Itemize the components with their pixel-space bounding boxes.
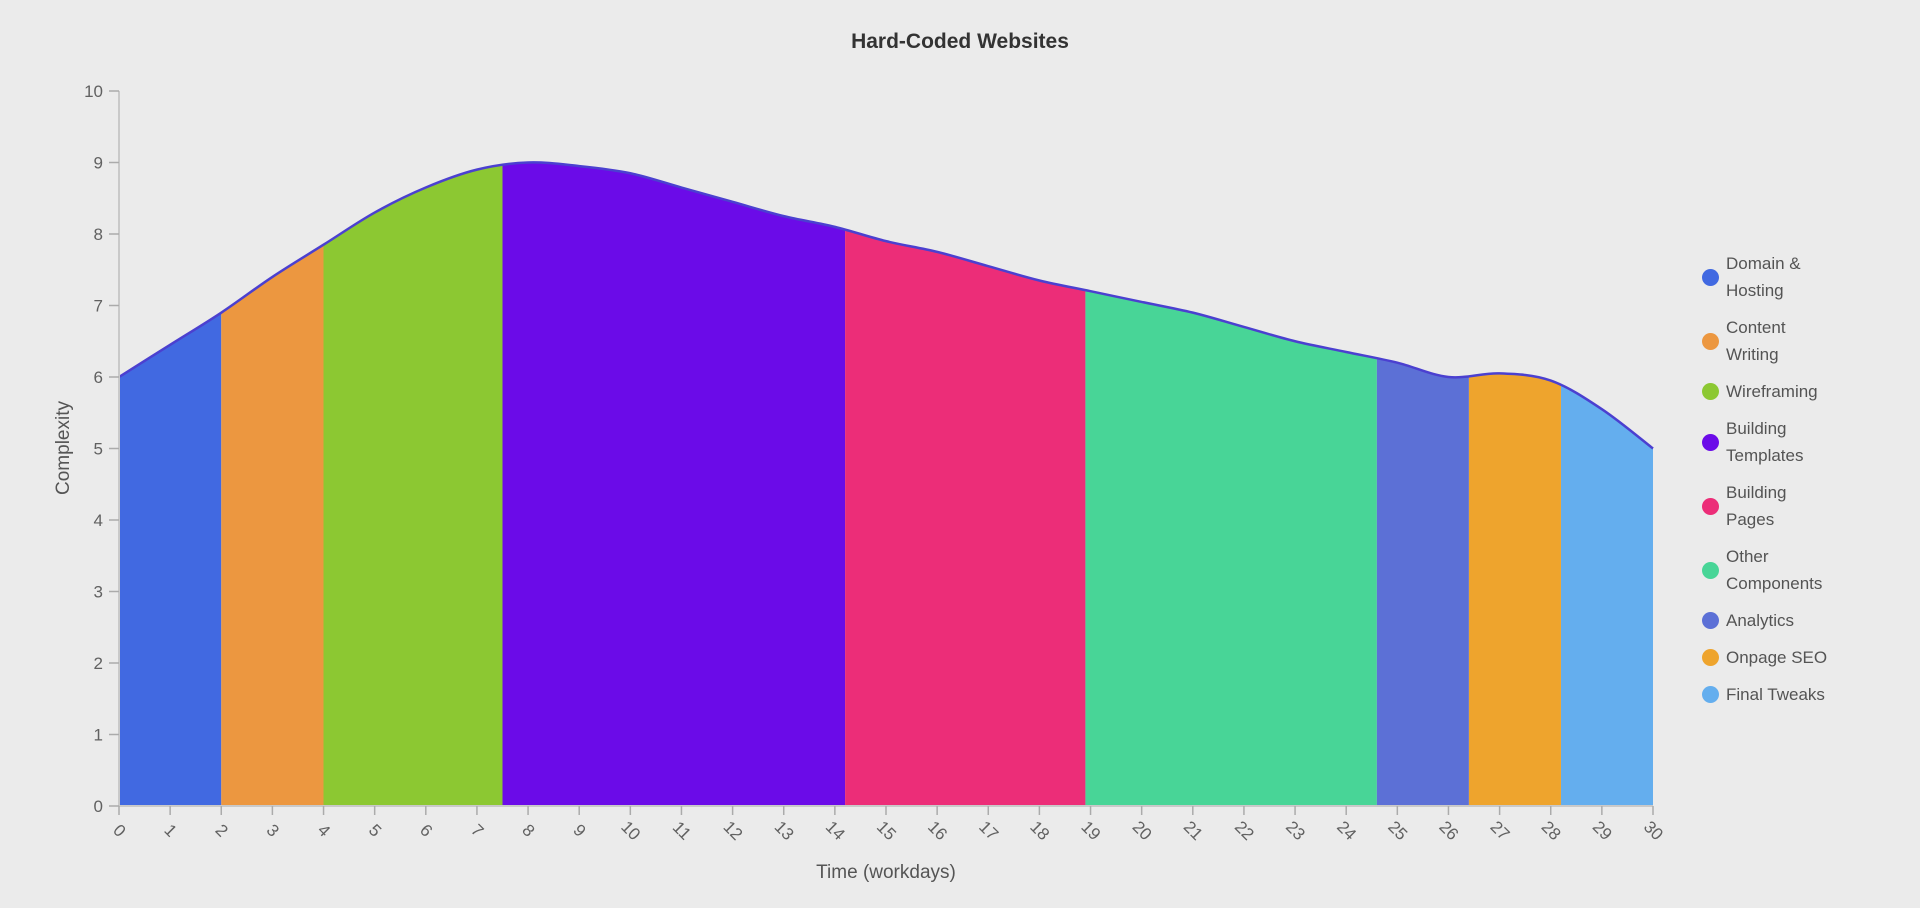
y-tick-label: 4 [94,511,103,530]
phase-area-onpage-seo [1468,373,1561,806]
y-tick-label: 3 [94,583,103,602]
phase-area-analytics [1376,358,1469,806]
x-tick-label: 26 [1435,817,1462,844]
x-tick-label: 7 [467,821,487,841]
y-tick-label: 8 [94,225,103,244]
legend-marker-icon [1702,332,1719,350]
y-axis-title: Complexity [53,401,74,495]
y-tick-label: 6 [94,368,103,387]
legend-label: Onpage SEO [1726,648,1828,667]
legend-item-domain-hosting[interactable]: Domain & Hosting [1702,250,1832,304]
y-tick-label: 10 [84,82,103,101]
legend-marker-icon [1702,686,1719,703]
legend-label: Content Writing [1726,318,1786,364]
legend-label: Wireframing [1726,382,1818,401]
x-tick-label: 20 [1129,817,1156,844]
legend-marker-icon [1702,383,1719,400]
x-tick-label: 2 [212,821,232,841]
x-tick-label: 30 [1640,817,1667,844]
legend-item-other-components[interactable]: Other Components [1702,543,1832,597]
legend-marker-icon [1702,433,1719,451]
x-tick-label: 25 [1384,817,1411,844]
phase-area-content-writing [221,244,324,806]
legend-item-building-pages[interactable]: Building Pages [1702,479,1832,533]
phase-area-other-components [1085,290,1377,806]
legend-marker-icon [1702,561,1719,579]
complexity-spline [118,161,1654,450]
x-tick-label: 1 [160,821,180,841]
phase-area-domain-hosting [119,312,222,806]
x-tick-label: 0 [109,821,129,841]
legend-item-onpage-seo[interactable]: Onpage SEO [1702,644,1832,671]
legend-item-content-writing[interactable]: Content Writing [1702,314,1832,368]
y-tick-label: 2 [94,654,103,673]
x-tick-label: 27 [1487,817,1514,844]
x-tick-label: 8 [518,821,538,841]
x-tick-label: 21 [1180,817,1207,844]
legend-label: Building Pages [1726,483,1787,529]
legend-label: Analytics [1726,611,1795,630]
y-tick-label: 5 [94,440,103,459]
x-tick-label: 28 [1538,817,1565,844]
legend-item-wireframing[interactable]: Wireframing [1702,378,1832,405]
x-tick-label: 6 [416,821,436,841]
phase-area-building-pages [845,229,1086,806]
legend-marker-icon [1702,497,1719,515]
legend-label: Other Components [1726,547,1823,593]
x-tick-label: 29 [1589,817,1616,844]
chart-title: Hard-Coded Websites [851,30,1069,53]
phase-area-final-tweaks [1560,384,1653,806]
y-tick-label: 9 [94,154,103,173]
x-tick-label: 4 [314,821,334,841]
x-tick-label: 11 [669,818,695,844]
x-tick-label: 16 [924,817,951,844]
x-tick-label: 18 [1026,817,1053,844]
legend-marker-icon [1702,612,1719,629]
x-tick-label: 9 [569,821,589,841]
x-tick-label: 22 [1231,817,1258,844]
x-tick-label: 5 [365,821,385,841]
x-tick-label: 3 [263,821,283,841]
legend-marker-icon [1702,649,1719,666]
x-axis-title: Time (workdays) [816,862,956,883]
x-tick-label: 14 [822,817,849,844]
legend-label: Domain & Hosting [1726,254,1801,300]
legend-item-analytics[interactable]: Analytics [1702,607,1832,634]
legend-item-building-templates[interactable]: Building Templates [1702,415,1832,469]
x-tick-label: 19 [1077,817,1104,844]
phase-area-wireframing [323,164,503,806]
legend-label: Building Templates [1726,419,1804,465]
x-tick-label: 24 [1333,817,1360,844]
y-tick-label: 7 [94,297,103,316]
x-tick-label: 13 [771,817,798,844]
legend: Domain & Hosting Content Writing Wireframi… [1702,250,1832,708]
x-tick-label: 15 [873,817,900,844]
legend-label: Final Tweaks [1726,685,1825,704]
x-tick-label: 12 [720,817,747,844]
x-tick-label: 23 [1282,817,1309,844]
y-tick-label: 1 [94,726,103,745]
y-tick-label: 0 [94,797,103,816]
x-tick-label: 17 [975,817,1002,844]
phase-area-building-templates [502,162,846,806]
x-tick-label: 10 [617,817,644,844]
legend-marker-icon [1702,268,1719,286]
legend-item-final-tweaks[interactable]: Final Tweaks [1702,681,1832,708]
